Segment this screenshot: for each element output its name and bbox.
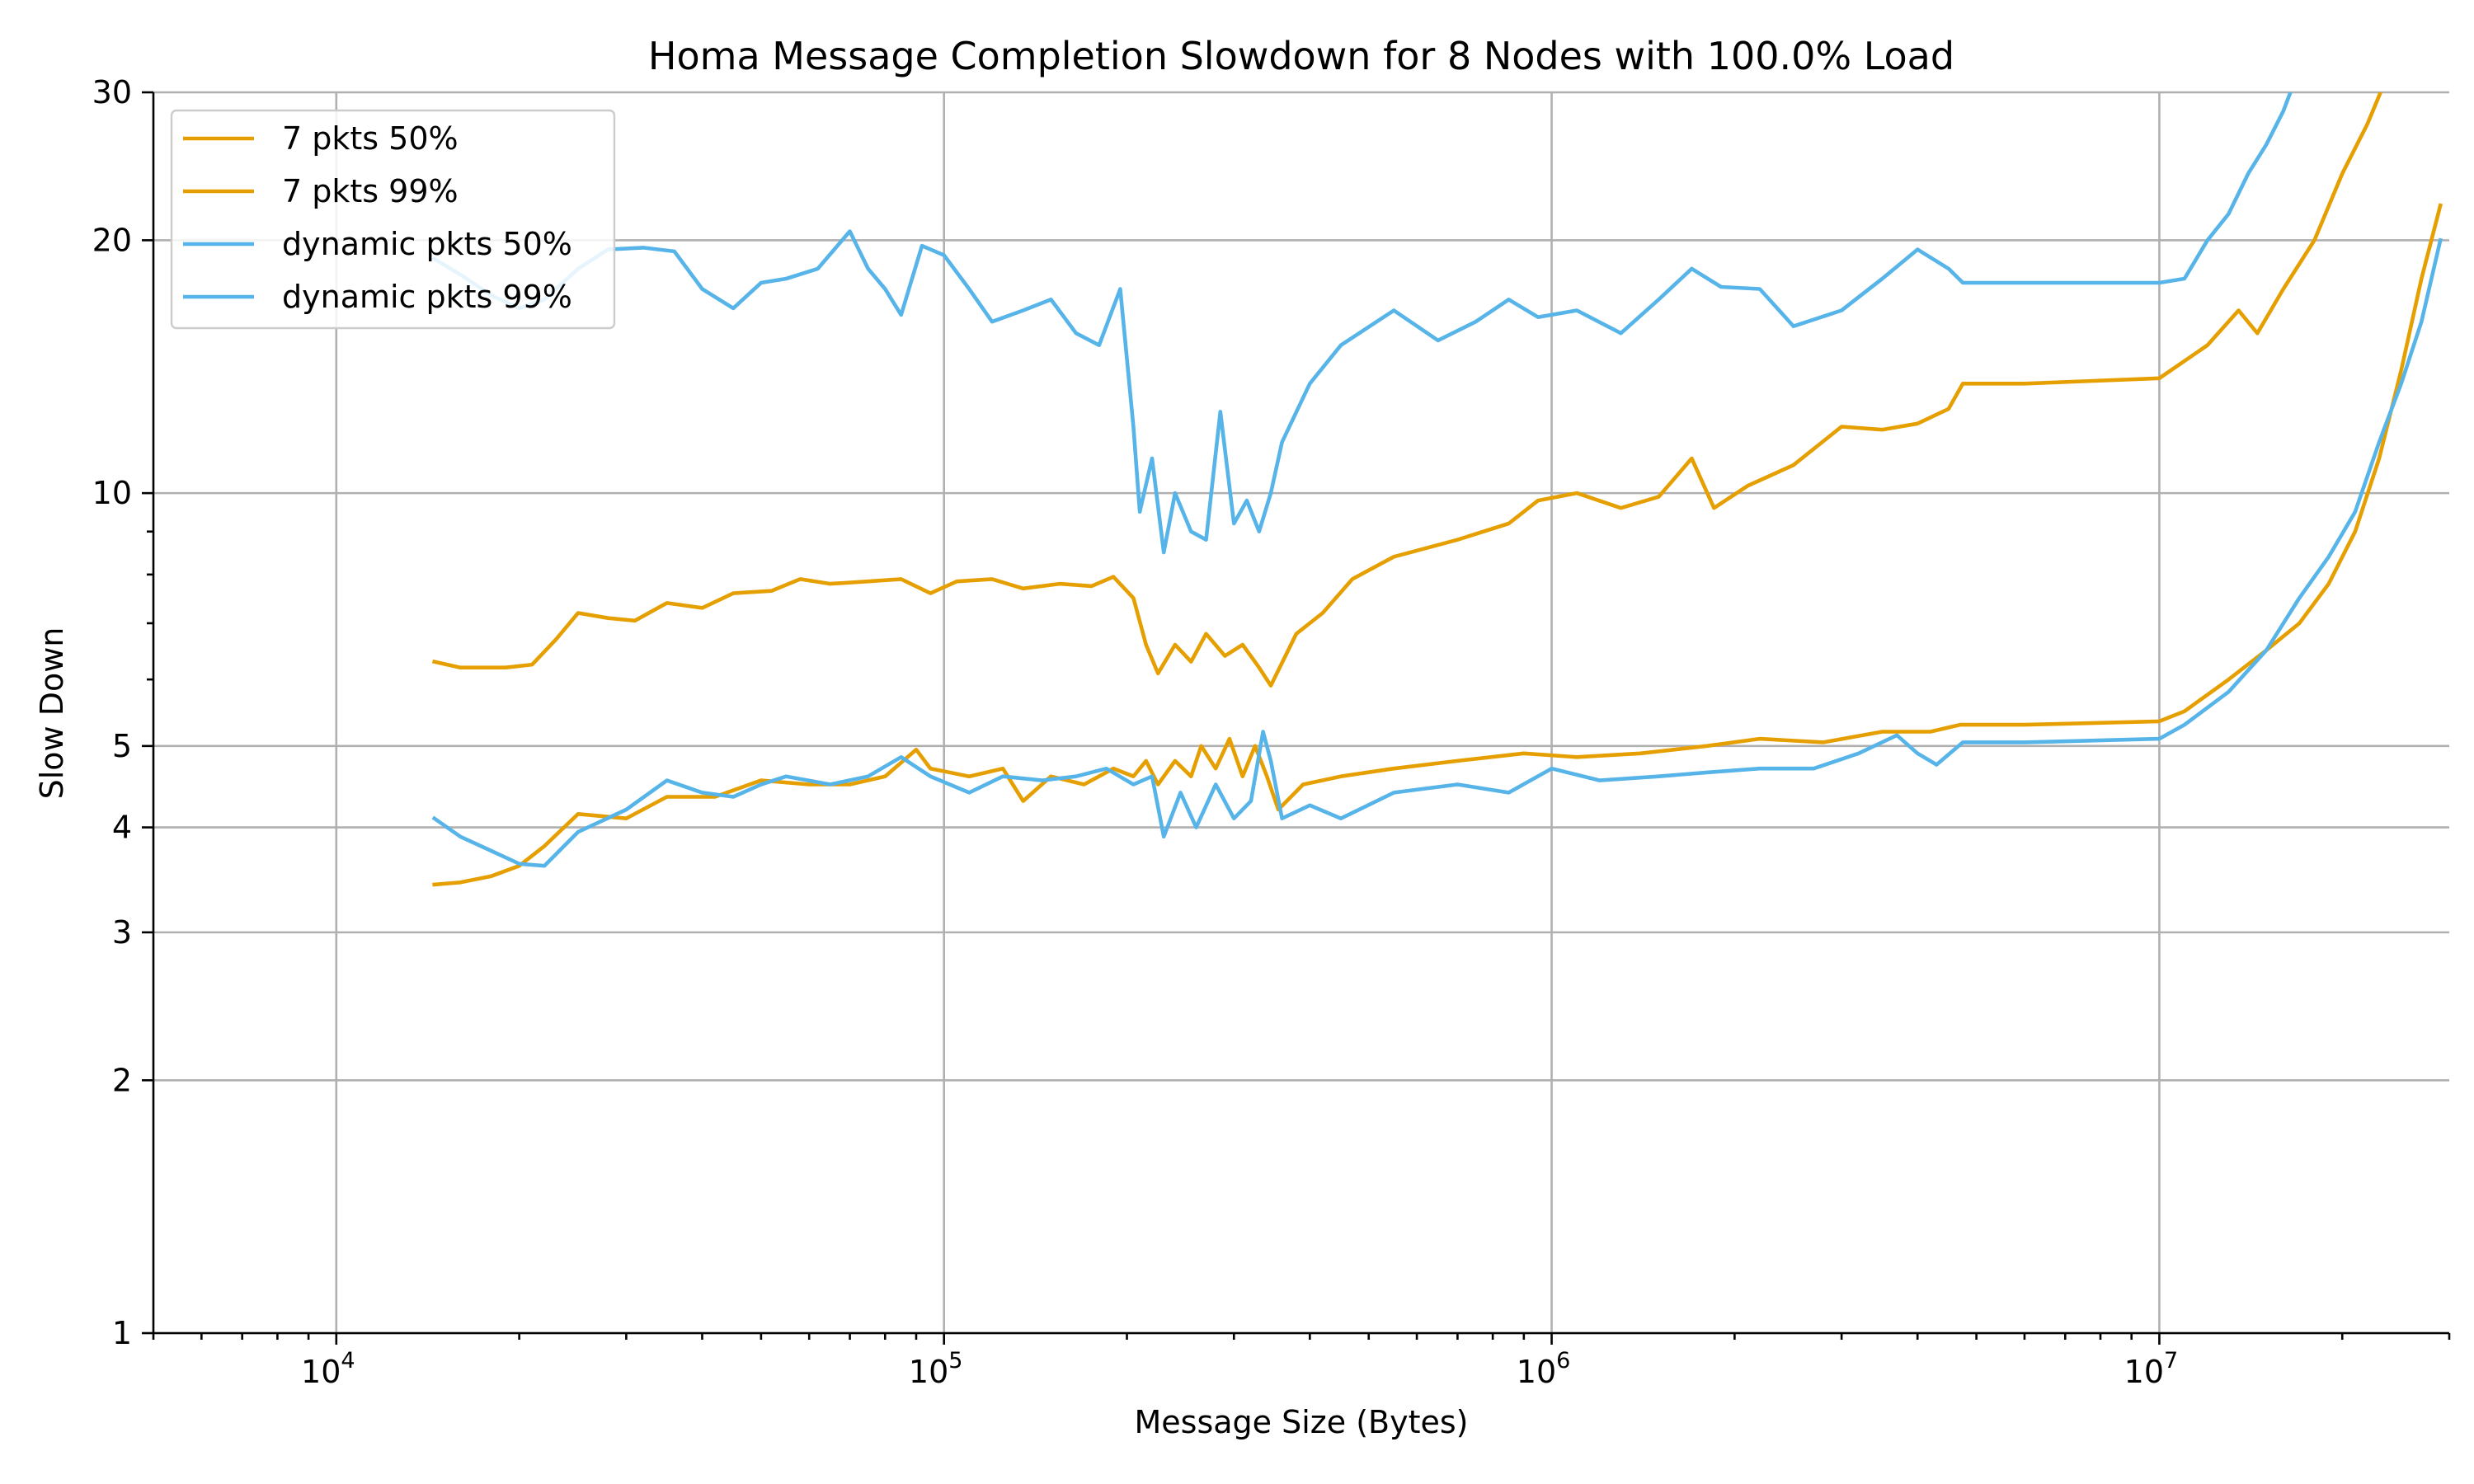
series-line	[431, 92, 2293, 555]
legend-entry: 7 pkts 50%	[282, 120, 459, 157]
series-line	[431, 92, 2383, 688]
y-tick-label: 2	[112, 1062, 132, 1098]
x-tick-label: 107	[2124, 1348, 2179, 1390]
series-line	[431, 237, 2443, 868]
y-tick-label: 4	[112, 810, 132, 846]
y-tick-label: 10	[92, 475, 132, 511]
legend: 7 pkts 50% 7 pkts 99% dynamic pkts 50% dyna…	[170, 109, 616, 330]
legend-box	[170, 109, 616, 330]
legend-entry: dynamic pkts 50%	[282, 226, 572, 262]
legend-entry: dynamic pkts 99%	[282, 279, 572, 315]
legend-entry: 7 pkts 99%	[282, 173, 459, 209]
x-tick-label: 105	[909, 1348, 963, 1390]
y-axis-label: Slow Down	[34, 627, 70, 800]
axes	[152, 92, 2449, 1335]
x-axis-label: Message Size (Bytes)	[1135, 1404, 1469, 1440]
x-tick-label: 106	[1517, 1348, 1571, 1390]
y-tick-label: 30	[92, 74, 132, 110]
x-tick-label: 104	[301, 1348, 355, 1390]
y-tick-label: 20	[92, 222, 132, 258]
y-tick-label: 1	[112, 1315, 132, 1351]
y-tick-label: 5	[112, 728, 132, 764]
y-tick-label: 3	[112, 914, 132, 951]
chart-title: Homa Message Completion Slowdown for 8 N…	[648, 34, 1954, 78]
ticks: 104 105 106 107 1 2 3 4 5 10 20 30	[92, 74, 2451, 1390]
series-line	[432, 203, 2443, 887]
series-layer	[431, 92, 2443, 887]
